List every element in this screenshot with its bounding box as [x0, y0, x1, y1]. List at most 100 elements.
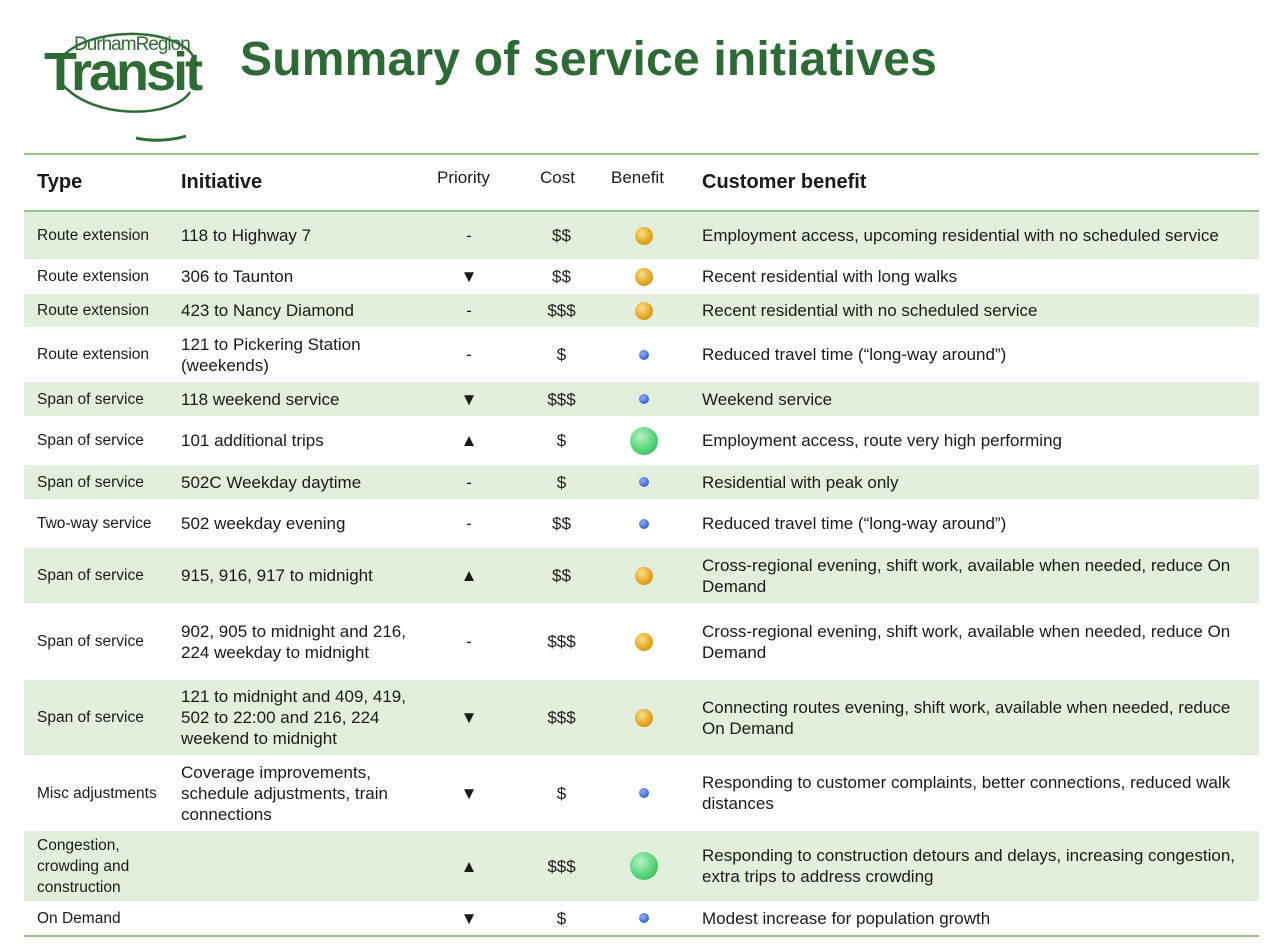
customer-benefit-cell: Employment access, route very high perfo…	[702, 431, 1062, 450]
customer-benefit-cell: Employment access, upcoming residential …	[702, 226, 1219, 245]
cost-cell: $$$	[547, 301, 576, 320]
initiative-cell: 101 additional trips	[181, 431, 324, 450]
type-cell: Route extension	[37, 227, 150, 244]
benefit-medium-icon	[635, 632, 653, 651]
table-row: Span of service 502C Weekday daytime - $ Res…	[24, 465, 1259, 499]
benefit-low-icon	[639, 477, 649, 487]
initiative-cell: 502 weekday evening	[181, 514, 346, 533]
header-cost: Cost	[540, 167, 575, 187]
priority-cell: ▲	[460, 566, 478, 585]
customer-benefit-cell: Cross-regional evening, shift work, avai…	[702, 621, 1231, 662]
table-row: Span of service 101 additional trips ▲ $ Emp…	[24, 416, 1259, 465]
initiative-cell: 502C Weekday daytime	[181, 472, 362, 492]
benefit-cell	[616, 831, 672, 901]
customer-benefit-cell: Responding to construction detours and d…	[702, 846, 1236, 886]
benefit-cell	[616, 416, 672, 465]
cost-cell: $	[556, 783, 567, 803]
priority-cell: -	[466, 472, 472, 492]
cost-cell: $$	[552, 566, 571, 585]
table-top-rule	[24, 153, 1259, 155]
benefit-medium-icon	[635, 566, 653, 585]
initiative-cell: 118 weekend service	[181, 389, 340, 409]
benefit-cell	[616, 755, 672, 831]
logo-transit-text: Transit	[44, 42, 203, 102]
cost-cell: $	[556, 472, 567, 492]
initiative-cell: 423 to Nancy Diamond	[181, 301, 354, 320]
customer-benefit-cell: Recent residential with no scheduled ser…	[702, 301, 1038, 320]
priority-cell: -	[466, 632, 472, 651]
cost-cell: $	[556, 908, 567, 928]
benefit-medium-icon	[635, 267, 653, 286]
benefit-cell	[616, 212, 672, 259]
table-row: Span of service 902, 905 to midnight and …	[24, 603, 1259, 680]
benefit-cell	[616, 382, 672, 416]
benefit-low-icon	[639, 518, 649, 529]
customer-benefit-cell: Reduced travel time (“long-way around”)	[702, 345, 1007, 364]
priority-cell: -	[466, 226, 472, 245]
customer-benefit-cell: Residential with peak only	[702, 472, 899, 492]
table-bottom-rule	[24, 935, 1259, 937]
header-benefit: Benefit	[611, 167, 664, 187]
benefit-high-icon	[630, 852, 658, 880]
cost-cell: $$	[552, 514, 571, 533]
benefit-medium-icon	[635, 301, 653, 320]
table-row: Span of service 915, 916, 917 to midnight…	[24, 548, 1259, 603]
benefit-low-icon	[639, 913, 649, 923]
initiative-cell	[181, 831, 411, 901]
type-cell: On Demand	[37, 909, 121, 927]
header-priority: Priority	[437, 167, 490, 187]
initiative-cell: Coverage improvements, schedule adjustme…	[181, 762, 388, 824]
type-cell: Congestion, crowding and construction	[37, 836, 130, 896]
customer-benefit-cell: Weekend service	[702, 389, 833, 409]
table-row: Route extension 118 to Highway 7 - $$ Employ…	[24, 212, 1259, 259]
initiative-cell: 118 to Highway 7	[181, 226, 312, 245]
type-cell: Route extension	[37, 268, 150, 285]
page-title: Summary of service initiatives	[240, 33, 937, 86]
header-customer-benefit: Customer benefit	[702, 171, 867, 193]
benefit-cell	[616, 603, 672, 680]
priority-cell: ▼	[460, 908, 478, 928]
priority-cell: ▲	[460, 431, 478, 450]
priority-cell: ▼	[460, 783, 478, 803]
logo-region-text: DurhamRegion	[74, 34, 191, 55]
benefit-low-icon	[639, 394, 649, 404]
benefit-cell	[616, 294, 672, 327]
benefit-cell	[616, 499, 672, 548]
table-row: Misc adjustments Coverage improvements, s…	[24, 755, 1259, 831]
customer-benefit-cell: Cross-regional evening, shift work, avai…	[702, 555, 1231, 596]
initiative-cell: 902, 905 to midnight and 216, 224 weekda…	[181, 621, 406, 662]
customer-benefit-cell: Connecting routes evening, shift work, a…	[702, 697, 1231, 738]
customer-benefit-cell: Reduced travel time (“long-way around”)	[702, 514, 1007, 533]
benefit-high-icon	[630, 426, 658, 455]
initiative-cell	[181, 901, 411, 935]
type-cell: Two-way service	[37, 515, 152, 532]
type-cell: Misc adjustments	[37, 784, 157, 802]
initiative-cell: 306 to Taunton	[181, 267, 294, 286]
header-type: Type	[37, 171, 83, 193]
customer-benefit-cell: Responding to customer complaints, bette…	[702, 773, 1231, 813]
priority-cell: -	[466, 301, 472, 320]
type-cell: Span of service	[37, 473, 144, 491]
type-cell: Span of service	[37, 633, 144, 650]
type-cell: Span of service	[37, 709, 144, 726]
benefit-cell	[616, 680, 672, 755]
benefit-cell	[616, 548, 672, 603]
table-row: Span of service 121 to midnight and 409, …	[24, 680, 1259, 755]
initiative-cell: 915, 916, 917 to midnight	[181, 566, 373, 585]
cost-cell: $$$	[547, 632, 576, 651]
type-cell: Span of service	[37, 390, 144, 408]
benefit-cell	[616, 901, 672, 935]
priority-cell: -	[466, 514, 472, 533]
benefit-medium-icon	[635, 708, 653, 727]
customer-benefit-cell: Modest increase for population growth	[702, 908, 991, 928]
cost-cell: $	[556, 345, 567, 364]
cost-cell: $	[556, 431, 567, 450]
type-cell: Route extension	[37, 346, 150, 363]
benefit-cell	[616, 259, 672, 294]
durham-region-transit-logo: DurhamRegion Transit	[44, 26, 204, 146]
cost-cell: $$	[552, 267, 571, 286]
benefit-medium-icon	[635, 226, 653, 245]
priority-cell: -	[466, 345, 472, 364]
benefit-cell	[616, 465, 672, 499]
type-cell: Route extension	[37, 302, 150, 319]
